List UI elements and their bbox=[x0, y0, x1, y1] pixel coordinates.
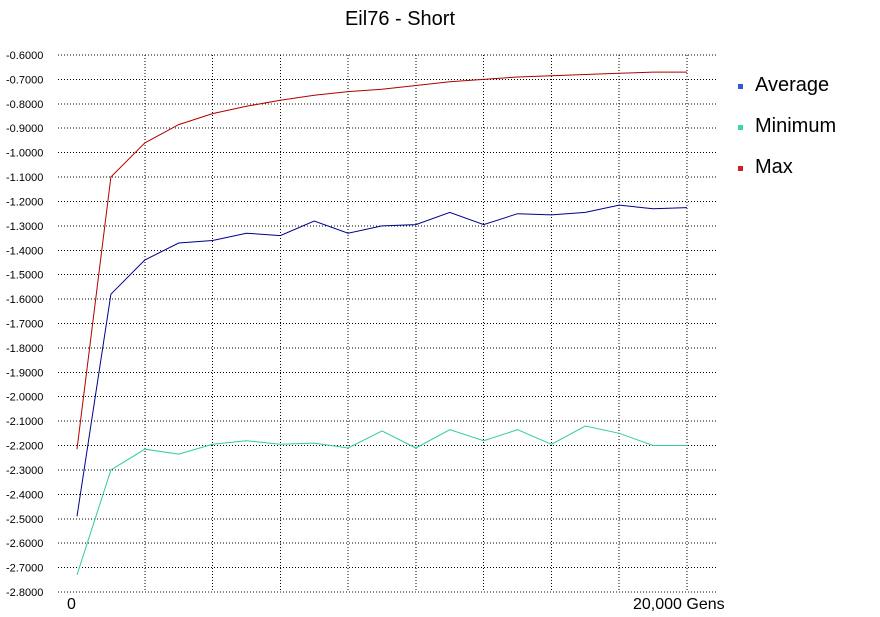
y-tick-label: -1.4000 bbox=[6, 245, 43, 257]
y-tick-label: -1.3000 bbox=[6, 221, 43, 233]
y-tick-label: -1.0000 bbox=[6, 148, 43, 160]
legend-swatch-minimum bbox=[738, 125, 743, 130]
y-tick-label: -0.6000 bbox=[6, 50, 43, 62]
y-tick-label: -1.7000 bbox=[6, 319, 43, 331]
legend-label-average: Average bbox=[755, 74, 830, 96]
x-tick-label-end: 20,000 Gens bbox=[633, 596, 725, 613]
y-tick-label: -1.1000 bbox=[6, 172, 43, 184]
y-tick-label: -2.0000 bbox=[6, 392, 43, 404]
y-tick-label: -0.8000 bbox=[6, 99, 43, 111]
y-tick-label: -1.5000 bbox=[6, 270, 43, 282]
y-tick-label: -1.9000 bbox=[6, 367, 43, 379]
legend-label-max: Max bbox=[755, 156, 793, 178]
legend-swatch-average bbox=[738, 84, 743, 89]
chart-title: Eil76 - Short bbox=[344, 8, 456, 30]
y-tick-label: -2.2000 bbox=[6, 441, 43, 453]
series-line-average bbox=[76, 204, 688, 517]
y-tick-label: -2.3000 bbox=[6, 465, 43, 477]
x-tick-label-start: 0 bbox=[67, 596, 76, 613]
series-line-max bbox=[76, 71, 687, 450]
y-tick-label: -2.5000 bbox=[6, 514, 43, 526]
gridlines bbox=[58, 54, 716, 593]
series-line-minimum bbox=[76, 425, 687, 576]
y-tick-label: -1.8000 bbox=[6, 343, 43, 355]
y-tick-label: -0.7000 bbox=[6, 74, 43, 86]
y-tick-label: -1.6000 bbox=[6, 294, 43, 306]
y-tick-label: -0.9000 bbox=[6, 123, 43, 135]
y-tick-label: -2.4000 bbox=[6, 489, 43, 501]
y-tick-label: -2.6000 bbox=[6, 538, 43, 550]
legend-label-minimum: Minimum bbox=[755, 115, 837, 137]
y-tick-label: -1.2000 bbox=[6, 196, 43, 208]
y-tick-label: -2.8000 bbox=[6, 587, 43, 599]
y-tick-label: -2.7000 bbox=[6, 563, 43, 575]
axis: -0.6000 -0.7000 -0.8000 -0.9000 -1.0000 -1.10… bbox=[6, 50, 725, 613]
series-lines bbox=[76, 71, 688, 576]
legend-swatch-max bbox=[738, 166, 743, 171]
y-tick-label: -2.1000 bbox=[6, 416, 43, 428]
